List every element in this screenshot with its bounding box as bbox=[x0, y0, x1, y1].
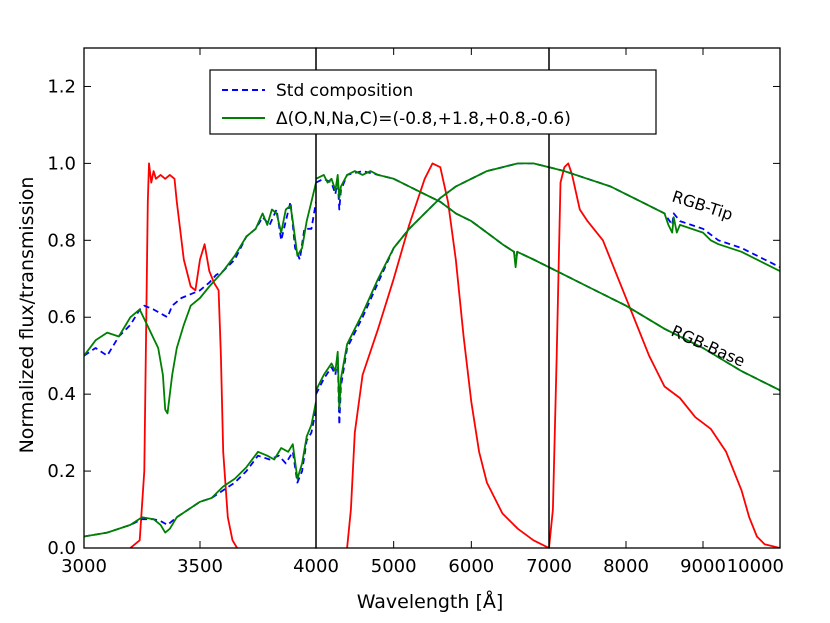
legend: Std composition Δ(O,N,Na,C)=(-0.8,+1.8,+… bbox=[209, 69, 657, 135]
plot-panels bbox=[84, 162, 780, 548]
series-rgb-tip-o-n-na-c-0-8-1-8-0-8-0-6-panel-2 bbox=[316, 170, 549, 269]
panel-1 bbox=[84, 162, 316, 548]
y-tick-label-1.0: 1.0 bbox=[47, 153, 76, 174]
x-tick-label-1-3500: 3500 bbox=[177, 556, 223, 577]
series-rgb-base-o-n-na-c-0-8-1-8-0-8-0-6-panel-1 bbox=[84, 401, 316, 538]
x-tick-label-2-6000: 6000 bbox=[448, 556, 494, 577]
series-rgb-tip-o-n-na-c-0-8-1-8-0-8-0-6-panel-1 bbox=[84, 182, 316, 415]
y-tick-label-0.2: 0.2 bbox=[47, 461, 76, 482]
series-rgb-tip-o-n-na-c-0-8-1-8-0-8-0-6-panel-3 bbox=[549, 166, 780, 272]
x-axis-label: Wavelength [Å] bbox=[357, 590, 504, 613]
y-tick-label-0.6: 0.6 bbox=[47, 307, 76, 328]
series-filter-panel-1 bbox=[129, 162, 238, 548]
series-filter-panel-2 bbox=[346, 162, 549, 548]
legend-box bbox=[209, 69, 657, 135]
x-tick-label-3-9000: 9000 bbox=[680, 556, 726, 577]
y-tick-label-0.8: 0.8 bbox=[47, 230, 76, 251]
x-tick-label-2-5000: 5000 bbox=[371, 556, 417, 577]
series-filter-panel-3 bbox=[549, 162, 780, 548]
panel-2 bbox=[316, 162, 549, 548]
x-axis: 3000 3500 4000 5000 6000 7000 8000 9000 10000 bbox=[61, 48, 784, 577]
x-tick-label-3-8000: 8000 bbox=[603, 556, 649, 577]
series-rgb-base-o-n-na-c-0-8-1-8-0-8-0-6-panel-2 bbox=[316, 162, 549, 411]
series-rgb-base-o-n-na-c-0-8-1-8-0-8-0-6-panel-3 bbox=[549, 266, 780, 392]
x-tick-label-1-3000: 3000 bbox=[61, 556, 107, 577]
legend-label-modified: Δ(O,N,Na,C)=(-0.8,+1.8,+0.8,-0.6) bbox=[276, 109, 571, 129]
panel-frame-3 bbox=[548, 47, 781, 549]
panel-3 bbox=[549, 162, 780, 548]
y-tick-label-1.2: 1.2 bbox=[47, 76, 76, 97]
y-tick-label-0.4: 0.4 bbox=[47, 384, 76, 405]
legend-label-std: Std composition bbox=[276, 81, 413, 101]
x-tick-label-2-7000: 7000 bbox=[526, 556, 572, 577]
y-axis-label: Normalized flux/transmission bbox=[16, 177, 38, 454]
y-tick-label-0.0: 0.0 bbox=[47, 538, 76, 559]
x-tick-label-1-4000: 4000 bbox=[293, 556, 339, 577]
y-axis: 0.0 0.2 0.4 0.6 0.8 1.0 1.2 bbox=[47, 76, 780, 559]
x-tick-label-3-10000: 10000 bbox=[727, 556, 784, 577]
